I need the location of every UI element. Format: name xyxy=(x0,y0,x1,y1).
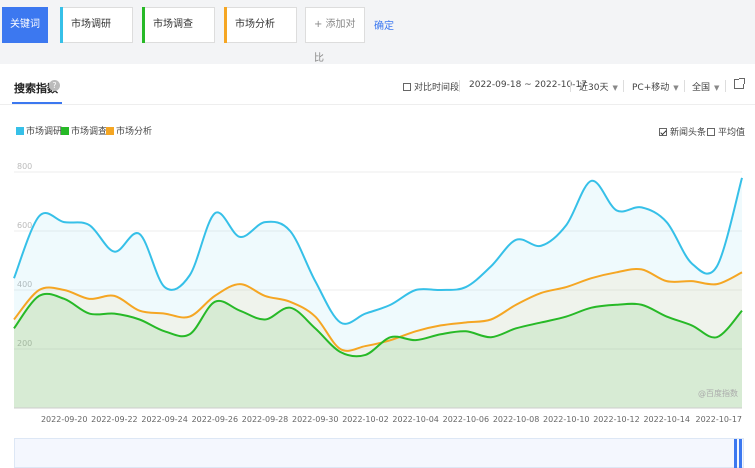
external-link-icon[interactable] xyxy=(734,78,745,89)
chevron-down-icon: ▼ xyxy=(673,84,679,92)
search-index-panel: 搜索指数 ? 对比时间段 2022-09-18 ~ 2022-10-17 近30… xyxy=(0,64,755,468)
legend-item-1[interactable]: 市场调研 xyxy=(16,124,62,137)
series-area-3 xyxy=(14,268,742,408)
watermark-text: @百度指数 xyxy=(698,388,738,398)
x-tick-label: 2022-09-26 xyxy=(192,415,239,424)
legend-item-3[interactable]: 市场分析 xyxy=(106,124,152,137)
range-slider[interactable] xyxy=(14,438,744,468)
slider-selection xyxy=(15,439,743,467)
keyword-chip-1[interactable]: 市场调研 xyxy=(60,7,133,43)
compare-period-checkbox[interactable] xyxy=(403,83,411,91)
series-line-3 xyxy=(13,267,743,352)
average-label: 平均值 xyxy=(718,128,746,138)
y-tick-label: 400 xyxy=(17,280,32,289)
x-tick-label: 2022-10-14 xyxy=(643,415,690,424)
keyword-bar: 关键词 市场调研 市场调查 市场分析 + 添加对比 确定 xyxy=(0,0,755,64)
x-tick-label: 2022-10-04 xyxy=(392,415,439,424)
region-select-value: 全国 xyxy=(692,83,711,93)
chevron-down-icon: ▼ xyxy=(612,84,618,92)
device-select-value: PC+移动 xyxy=(632,83,670,93)
confirm-button[interactable]: 确定 xyxy=(374,21,394,32)
series-line-1 xyxy=(13,177,743,325)
device-select[interactable]: PC+移动 ▼ xyxy=(632,80,679,93)
keyword-label: 市场调查 xyxy=(153,19,193,30)
average-toggle[interactable]: 平均值 xyxy=(707,125,745,138)
region-select[interactable]: 全国 ▼ xyxy=(692,80,719,93)
series-line-2 xyxy=(13,292,743,358)
x-tick-label: 2022-10-12 xyxy=(593,415,640,424)
legend-item-2[interactable]: 市场调查 xyxy=(61,124,107,137)
tab-search-index[interactable]: 搜索指数 xyxy=(14,82,58,95)
keyword-label: 市场调研 xyxy=(71,19,111,30)
help-icon[interactable]: ? xyxy=(49,80,60,91)
news-checkbox[interactable] xyxy=(659,128,667,136)
slider-handle-right-2[interactable] xyxy=(739,439,742,468)
keyword-chip-3[interactable]: 市场分析 xyxy=(224,7,297,43)
period-select[interactable]: 近30天 ▼ xyxy=(579,80,618,93)
divider xyxy=(570,80,571,92)
legend-swatch xyxy=(16,127,24,135)
series-area-1 xyxy=(14,177,742,408)
x-tick-label: 2022-09-30 xyxy=(292,415,339,424)
period-select-value: 近30天 xyxy=(579,83,609,93)
keyword-label: 市场分析 xyxy=(235,19,275,30)
y-tick-label: 200 xyxy=(17,339,32,348)
y-tick-label: 600 xyxy=(17,221,32,230)
news-toggle[interactable]: 新闻头条 xyxy=(659,125,706,138)
search-index-chart: 2004006008002022-09-202022-09-222022-09-… xyxy=(13,162,743,424)
x-tick-label: 2022-10-08 xyxy=(493,415,540,424)
legend-label: 市场调研 xyxy=(26,127,63,137)
x-tick-label: 2022-10-06 xyxy=(443,415,490,424)
x-tick-label: 2022-10-17 xyxy=(696,415,743,424)
divider xyxy=(725,80,726,92)
legend-label: 市场分析 xyxy=(116,127,153,137)
x-tick-label: 2022-10-02 xyxy=(342,415,389,424)
compare-period-label: 对比时间段 xyxy=(414,83,460,93)
keyword-chip-2[interactable]: 市场调查 xyxy=(142,7,215,43)
x-tick-label: 2022-09-20 xyxy=(41,415,88,424)
average-checkbox[interactable] xyxy=(707,128,715,136)
legend-swatch xyxy=(106,127,114,135)
compare-period-toggle[interactable]: 对比时间段 xyxy=(403,80,459,93)
x-tick-label: 2022-09-22 xyxy=(91,415,138,424)
keyword-tab[interactable]: 关键词 xyxy=(2,7,48,43)
legend-label: 市场调查 xyxy=(71,127,108,137)
slider-handle-right[interactable] xyxy=(734,439,737,468)
date-range[interactable]: 2022-09-18 ~ 2022-10-17 xyxy=(469,80,587,90)
divider xyxy=(684,80,685,92)
legend-swatch xyxy=(61,127,69,135)
series-area-2 xyxy=(14,293,742,408)
tab-underline xyxy=(12,102,62,104)
x-tick-label: 2022-09-28 xyxy=(242,415,289,424)
add-compare-button[interactable]: + 添加对比 xyxy=(305,7,365,64)
news-label: 新闻头条 xyxy=(670,128,707,138)
keyword-color-bar xyxy=(224,7,227,43)
chevron-down-icon: ▼ xyxy=(714,84,720,92)
keyword-color-bar xyxy=(60,7,63,43)
keyword-color-bar xyxy=(142,7,145,43)
y-tick-label: 800 xyxy=(17,162,32,171)
divider xyxy=(623,80,624,92)
x-tick-label: 2022-09-24 xyxy=(141,415,188,424)
divider xyxy=(0,104,755,105)
x-tick-label: 2022-10-10 xyxy=(543,415,590,424)
divider xyxy=(459,80,460,92)
